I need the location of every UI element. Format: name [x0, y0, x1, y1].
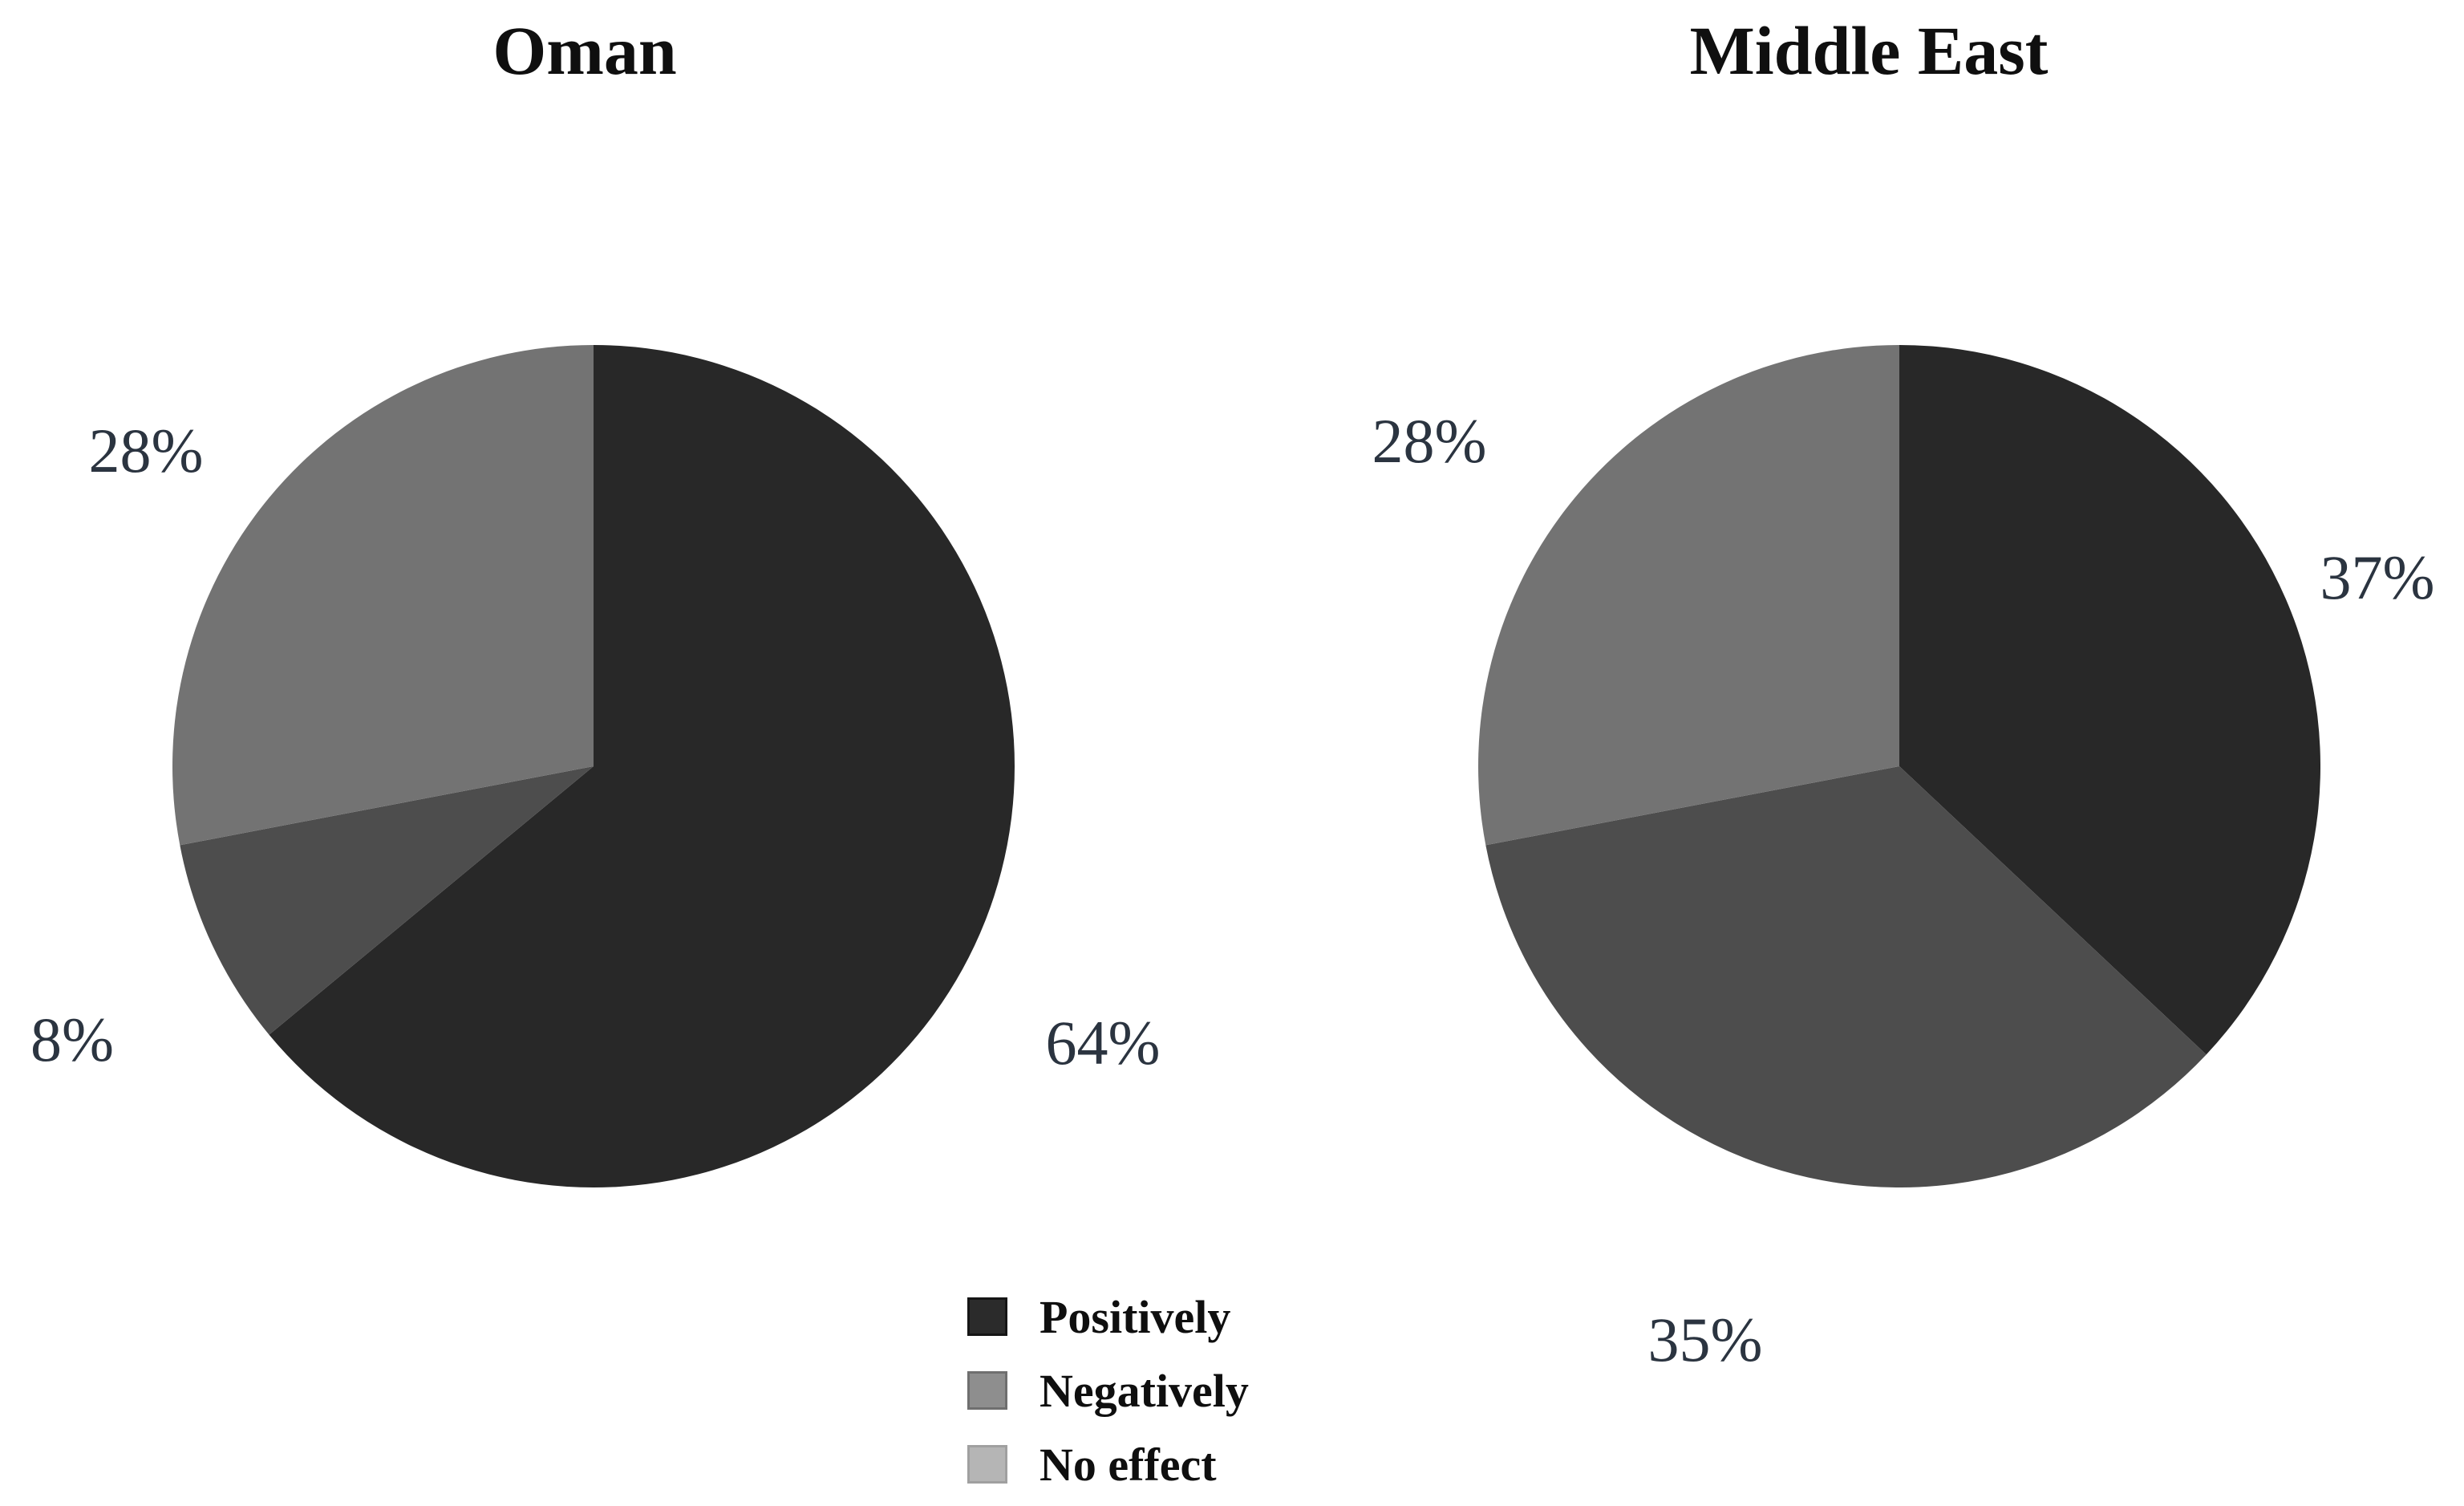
legend-swatch-no-effect-icon [967, 1445, 1007, 1484]
pie-label-me-negatively: 35% [1647, 1305, 1763, 1374]
pie-slice-negatively [1485, 766, 2207, 1187]
pie-label-me-positively: 37% [2320, 542, 2435, 612]
legend-item-positively: Positively [967, 1291, 1249, 1343]
legend-label-positively: Positively [1040, 1290, 1231, 1343]
chart-title-middle-east: Middle East [1689, 12, 2049, 89]
legend: Positively Negatively No effect [967, 1291, 1249, 1506]
pie-chart-middle-east [1478, 345, 2320, 1187]
pie-slice-no-effect [1478, 345, 1899, 846]
pie-slice-negatively [180, 766, 594, 1035]
pie-slice-no-effect [172, 345, 594, 846]
pie-slice-positively [269, 345, 1015, 1187]
legend-label-negatively: Negatively [1040, 1364, 1249, 1417]
pie-label-oman-negatively: 8% [30, 1005, 114, 1074]
chart-title-oman: Oman [492, 12, 677, 89]
pie-label-me-no-effect: 28% [1372, 406, 1487, 476]
legend-swatch-negatively-icon [967, 1371, 1007, 1410]
legend-swatch-positively-icon [967, 1297, 1007, 1336]
pie-label-oman-positively: 64% [1045, 1008, 1161, 1078]
pie-chart-oman [172, 345, 1015, 1187]
legend-label-no-effect: No effect [1040, 1438, 1217, 1491]
pie-slice-positively [1899, 345, 2320, 1055]
legend-item-no-effect: No effect [967, 1439, 1249, 1491]
legend-item-negatively: Negatively [967, 1365, 1249, 1417]
pie-label-oman-no-effect: 28% [88, 416, 204, 485]
